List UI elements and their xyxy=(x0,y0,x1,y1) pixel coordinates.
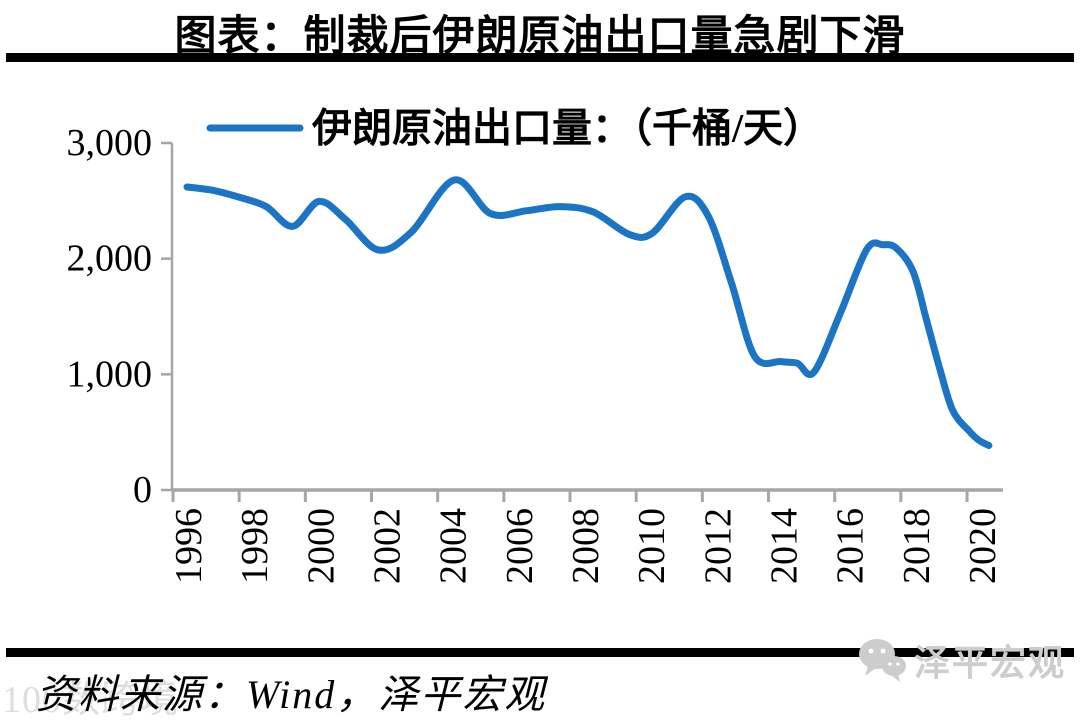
watermark-right: 泽平宏观 xyxy=(856,634,1066,686)
legend-label: 伊朗原油出口量：（千桶/天） xyxy=(311,106,823,151)
wechat-icon xyxy=(858,639,906,682)
line-chart: 伊朗原油出口量：（千桶/天） 3,000 2,000 1,000 0 1996 1998 20… xyxy=(67,106,1005,585)
x-tick-label: 2014 xyxy=(764,508,806,584)
x-tick-label: 2020 xyxy=(962,508,1004,584)
y-tick-label: 3,000 xyxy=(67,122,153,164)
source-note: 资料来源：Wind，泽平宏观 xyxy=(36,672,547,717)
x-tick-label: 2002 xyxy=(367,508,409,584)
x-tick-label: 2006 xyxy=(499,508,541,584)
watermark-right-label: 泽平宏观 xyxy=(913,643,1066,683)
x-tick-label: 2012 xyxy=(697,508,739,584)
x-tick-label: 2016 xyxy=(830,508,872,584)
x-tick-label: 1996 xyxy=(168,508,210,584)
series-line xyxy=(183,176,993,449)
x-tick-label: 2010 xyxy=(631,508,673,584)
top-rule xyxy=(6,53,1074,62)
y-tick-label: 0 xyxy=(133,469,152,511)
chart-title: 图表：制裁后伊朗原油出口量急剧下滑 xyxy=(174,14,906,60)
y-tick-label: 2,000 xyxy=(67,238,153,280)
bottom-rule xyxy=(6,648,1074,657)
x-tick-label: 2008 xyxy=(565,508,607,584)
x-tick-label: 2000 xyxy=(300,508,342,584)
x-tick-label: 1998 xyxy=(234,508,276,584)
x-tick-label: 2004 xyxy=(433,508,475,584)
x-tick-label: 2018 xyxy=(896,508,938,584)
y-tick-label: 1,000 xyxy=(67,353,153,395)
watermark-left: 100数跨境 xyxy=(2,679,180,721)
